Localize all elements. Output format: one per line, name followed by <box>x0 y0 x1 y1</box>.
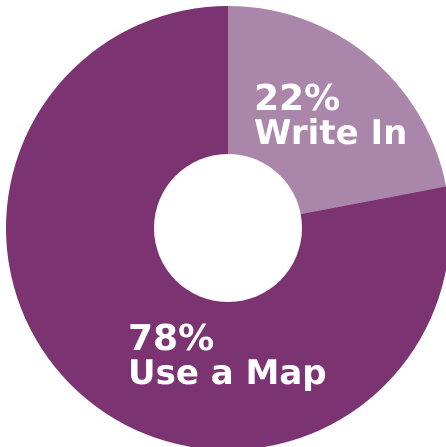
label-use-a-map-percent: 78% <box>128 318 214 359</box>
label-use-a-map-text: Use a Map <box>128 353 327 393</box>
donut-hole <box>154 154 302 302</box>
label-write-in-percent: 22% <box>254 78 340 119</box>
slice-write-in <box>228 6 446 228</box>
label-write-in-text: Write In <box>254 113 407 153</box>
